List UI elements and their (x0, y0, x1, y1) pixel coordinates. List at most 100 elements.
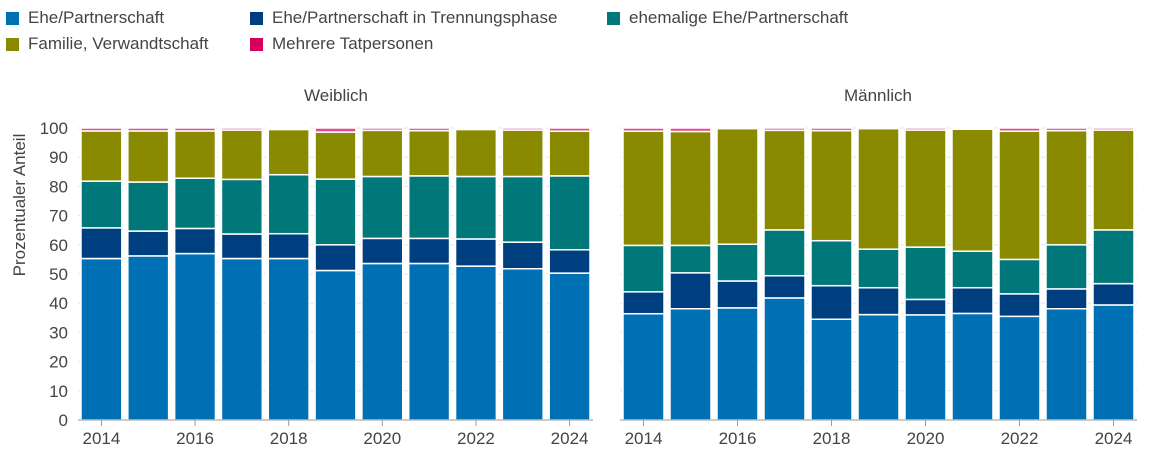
bar-segment-2021-0 (407, 262, 451, 421)
bar-segment-2018-4 (810, 127, 853, 132)
bar-segment-2020-0 (361, 262, 404, 421)
bar-segment-2020-3 (361, 129, 404, 178)
bar-segment-2024-2 (1092, 229, 1135, 285)
bar-segment-2014-4 (622, 127, 665, 132)
bar-segment-2015-3 (127, 130, 170, 183)
bar-segment-2015-2 (669, 244, 712, 274)
bar-segment-2018-2 (267, 173, 310, 235)
bar-segment-2016-0 (716, 307, 759, 421)
bar-segment-2021-3 (951, 128, 994, 252)
x-tick-label: 2016 (719, 429, 757, 448)
legend-swatch (607, 11, 620, 25)
bar-segment-2023-2 (501, 175, 544, 243)
bar-segment-2024-4 (1092, 127, 1135, 131)
bar-segment-2023-4 (1045, 127, 1088, 132)
x-tick-label: 2022 (457, 429, 495, 448)
bar-segment-2020-2 (361, 175, 404, 240)
legend-item-mehrere[interactable]: Mehrere Tatpersonen (250, 34, 433, 54)
bar-segment-2019-1 (314, 244, 357, 272)
bar-segment-2017-4 (220, 127, 264, 131)
legend-label: Mehrere Tatpersonen (272, 34, 434, 53)
y-tick-label: 50 (49, 265, 68, 284)
bar-segment-2020-4 (904, 127, 947, 131)
bar-segment-2015-1 (669, 272, 712, 310)
y-tick-label: 20 (49, 353, 68, 372)
bar-segment-2024-0 (548, 272, 591, 421)
legend-item-ehe[interactable]: Ehe/Partnerschaft (6, 8, 164, 28)
y-tick-label: 70 (49, 207, 68, 226)
bar-segment-2020-1 (361, 237, 404, 265)
legend-label: ehemalige Ehe/Partnerschaft (629, 8, 849, 27)
bar-segment-2017-2 (220, 178, 264, 235)
bar-segment-2017-0 (763, 297, 806, 421)
legend-item-familie[interactable]: Familie, Verwandtschaft (6, 34, 208, 54)
bar-segment-2015-4 (127, 127, 170, 132)
x-tick-label: 2014 (625, 429, 663, 448)
x-tick-label: 2014 (82, 429, 120, 448)
x-tick-label: 2020 (363, 429, 401, 448)
bar-segment-2015-0 (127, 255, 170, 421)
legend-label: Familie, Verwandtschaft (28, 34, 209, 53)
bar-segment-2021-0 (951, 312, 994, 421)
bar-segment-2020-3 (904, 129, 947, 248)
y-tick-label: 30 (49, 323, 68, 342)
bar-segment-2024-4 (548, 127, 591, 132)
bar-segment-2016-2 (173, 177, 217, 230)
bar-segment-2017-0 (220, 257, 264, 421)
bar-segment-2023-4 (501, 127, 544, 131)
bar-segment-2018-1 (810, 284, 853, 321)
bar-segment-2016-1 (716, 280, 759, 309)
bar-segment-2014-1 (80, 227, 123, 260)
bar-segment-2024-3 (548, 130, 591, 177)
x-tick-label: 2024 (1095, 429, 1133, 448)
bar-segment-2020-1 (904, 298, 947, 316)
bar-segment-2022-0 (454, 265, 498, 421)
bar-segment-2019-1 (857, 286, 900, 316)
y-tick-label: 40 (49, 294, 68, 313)
y-tick-label: 90 (49, 148, 68, 167)
y-tick-label: 80 (49, 177, 68, 196)
bar-segment-2016-4 (716, 127, 759, 130)
bar-segment-2022-2 (998, 258, 1041, 295)
legend-label: Ehe/Partnerschaft (28, 8, 165, 27)
bar-segment-2019-3 (314, 131, 357, 180)
legend-swatch (6, 11, 19, 25)
bar-segment-2015-4 (669, 127, 712, 133)
y-axis-title: Prozentualer Anteil (10, 134, 29, 277)
bar-segment-2024-0 (1092, 304, 1135, 421)
bar-segment-2022-3 (454, 128, 498, 178)
legend-swatch (250, 37, 263, 51)
x-tick-label: 2016 (176, 429, 214, 448)
bar-segment-2018-3 (267, 128, 310, 176)
bar-segment-2023-3 (501, 129, 544, 178)
bar-segment-2021-4 (407, 127, 451, 132)
x-tick-label: 2018 (813, 429, 851, 448)
bar-segment-2014-4 (80, 127, 123, 132)
bar-segment-2019-3 (857, 127, 900, 250)
bar-segment-2022-3 (998, 130, 1041, 261)
bar-segment-2014-2 (622, 244, 665, 293)
bar-segment-2014-0 (622, 312, 665, 421)
bar-segment-2019-0 (857, 313, 900, 421)
bar-segment-2015-2 (127, 181, 170, 232)
bar-segment-2016-0 (173, 252, 217, 421)
bar-segment-2021-1 (951, 286, 994, 315)
y-tick-label: 10 (49, 382, 68, 401)
x-tick-label: 2022 (1001, 429, 1039, 448)
bar-segment-2021-1 (407, 237, 451, 265)
y-tick-label: 100 (40, 119, 68, 138)
legend-swatch (250, 11, 263, 25)
bar-segment-2017-1 (763, 275, 806, 299)
bar-segment-2014-0 (80, 257, 123, 421)
legend-label: Ehe/Partnerschaft in Trennungsphase (272, 8, 558, 27)
bar-segment-2018-4 (267, 127, 310, 131)
y-tick-label: 0 (59, 411, 68, 430)
bar-segment-2016-2 (716, 243, 759, 282)
bar-segment-2022-2 (454, 175, 498, 240)
bar-segment-2021-2 (407, 175, 451, 240)
legend-item-ehemalige[interactable]: ehemalige Ehe/Partnerschaft (607, 8, 848, 28)
bar-segment-2014-3 (622, 130, 665, 247)
legend-item-trennung[interactable]: Ehe/Partnerschaft in Trennungsphase (250, 8, 557, 28)
